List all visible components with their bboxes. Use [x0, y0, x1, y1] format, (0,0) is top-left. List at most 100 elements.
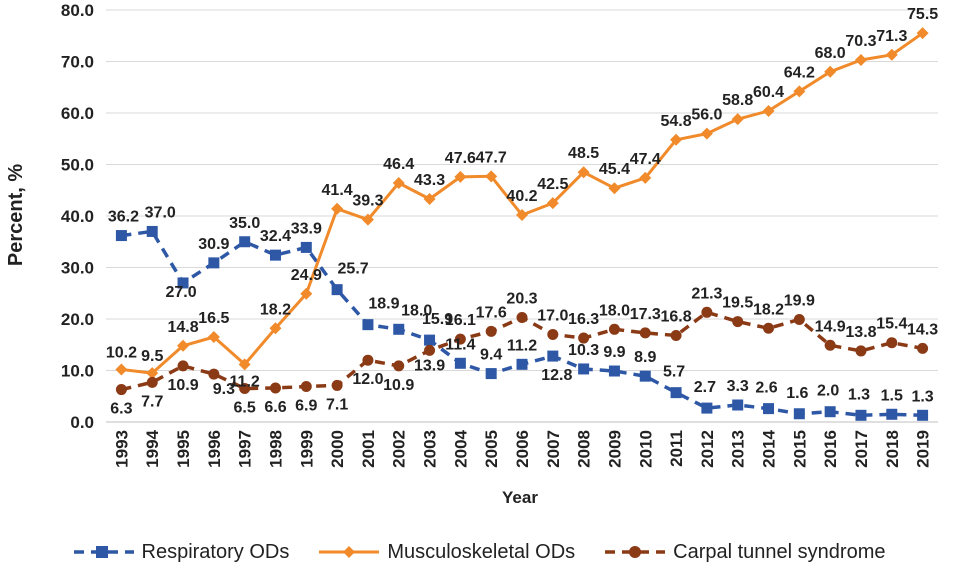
data-point [578, 332, 590, 344]
data-label: 12.8 [541, 367, 572, 384]
data-label: 16.8 [661, 308, 692, 325]
data-point [300, 287, 313, 300]
legend-label-musculoskeletal: Musculoskeletal ODs [387, 540, 576, 563]
data-label: 35.0 [229, 215, 260, 232]
x-tick-label: 2006 [513, 430, 532, 468]
data-label: 7.1 [326, 396, 348, 413]
data-label: 1.3 [911, 388, 933, 405]
legend-item-musculoskeletal: Musculoskeletal ODs [317, 541, 575, 564]
data-label: 30.9 [198, 236, 229, 253]
data-label: 18.2 [260, 301, 291, 318]
data-point [393, 323, 405, 335]
data-point [362, 319, 374, 331]
data-point [886, 337, 898, 349]
data-point [269, 382, 281, 394]
data-point [763, 322, 775, 334]
y-tick-label: 10.0 [61, 362, 94, 381]
data-label: 16.1 [445, 312, 476, 329]
data-label: 48.5 [568, 145, 599, 162]
data-point [331, 284, 343, 296]
data-point [793, 408, 805, 420]
data-label: 12.0 [352, 371, 383, 388]
data-label: 1.6 [786, 385, 808, 402]
data-label: 6.5 [234, 400, 256, 417]
data-point [855, 409, 867, 421]
data-point [361, 213, 374, 226]
data-label: 39.3 [352, 193, 383, 210]
data-label: 11.4 [445, 336, 475, 353]
data-label: 54.8 [661, 113, 692, 130]
data-point [578, 363, 590, 375]
data-label: 11.2 [230, 373, 260, 390]
data-point [916, 27, 929, 40]
data-label: 2.6 [755, 380, 777, 397]
data-point [485, 325, 497, 337]
data-point [608, 323, 620, 335]
data-point [239, 236, 251, 248]
x-axis-title: Year [502, 488, 538, 507]
data-point [393, 360, 405, 372]
data-point [577, 166, 590, 179]
data-point [115, 384, 127, 396]
data-label: 1.5 [881, 387, 903, 404]
data-label: 68.0 [815, 45, 846, 62]
data-point [763, 403, 775, 415]
data-label: 36.2 [108, 209, 139, 226]
data-point [485, 170, 498, 183]
data-label: 56.0 [691, 107, 722, 124]
y-tick-label: 40.0 [61, 207, 94, 226]
data-point [208, 368, 220, 380]
data-point [424, 344, 436, 356]
data-label: 58.8 [722, 92, 753, 109]
x-tick-label: 2010 [636, 430, 655, 468]
data-point [362, 354, 374, 366]
data-point [639, 171, 652, 184]
data-point [731, 113, 744, 126]
x-tick-label: 2005 [482, 430, 501, 468]
data-label: 19.5 [722, 295, 753, 312]
data-label: 16.3 [568, 311, 599, 328]
y-tick-label: 70.0 [61, 53, 94, 72]
legend-swatch-carpal-tunnel [605, 546, 666, 558]
data-point [177, 339, 190, 352]
data-point [639, 370, 651, 382]
data-label: 32.4 [260, 228, 291, 245]
data-label: 27.0 [165, 284, 196, 301]
data-point [854, 53, 867, 66]
data-label: 41.4 [322, 182, 353, 199]
data-label: 14.8 [167, 319, 198, 336]
data-label: 47.6 [445, 150, 476, 167]
data-label: 10.9 [383, 377, 414, 394]
x-tick-label: 1998 [266, 430, 285, 468]
x-tick-label: 1997 [236, 430, 255, 468]
data-label: 1.3 [848, 386, 870, 403]
data-point [424, 334, 436, 346]
y-axis-title: Percent, % [5, 164, 27, 266]
data-point [239, 383, 251, 395]
data-point [146, 367, 159, 380]
data-label: 17.0 [537, 307, 568, 324]
x-tick-label: 2015 [790, 430, 809, 468]
data-point [793, 85, 806, 98]
data-point [793, 314, 805, 326]
data-point [701, 306, 713, 318]
data-point [855, 345, 867, 357]
x-tick-label: 1996 [205, 430, 224, 468]
data-point [177, 360, 189, 372]
legend-item-respiratory: Respiratory ODs [72, 541, 289, 564]
legend-swatch-respiratory [73, 546, 134, 558]
data-label: 64.2 [784, 64, 815, 81]
data-label: 18.0 [599, 302, 630, 319]
data-label: 8.9 [634, 349, 656, 366]
data-label: 25.7 [338, 261, 369, 278]
data-point [269, 249, 281, 261]
data-label: 71.3 [876, 28, 907, 45]
data-point [516, 358, 528, 370]
data-label: 10.2 [106, 344, 137, 361]
data-point [547, 328, 559, 340]
data-label: 15.9 [422, 311, 453, 328]
x-tick-label: 2002 [390, 430, 409, 468]
data-point [454, 333, 466, 345]
data-point [885, 48, 898, 61]
